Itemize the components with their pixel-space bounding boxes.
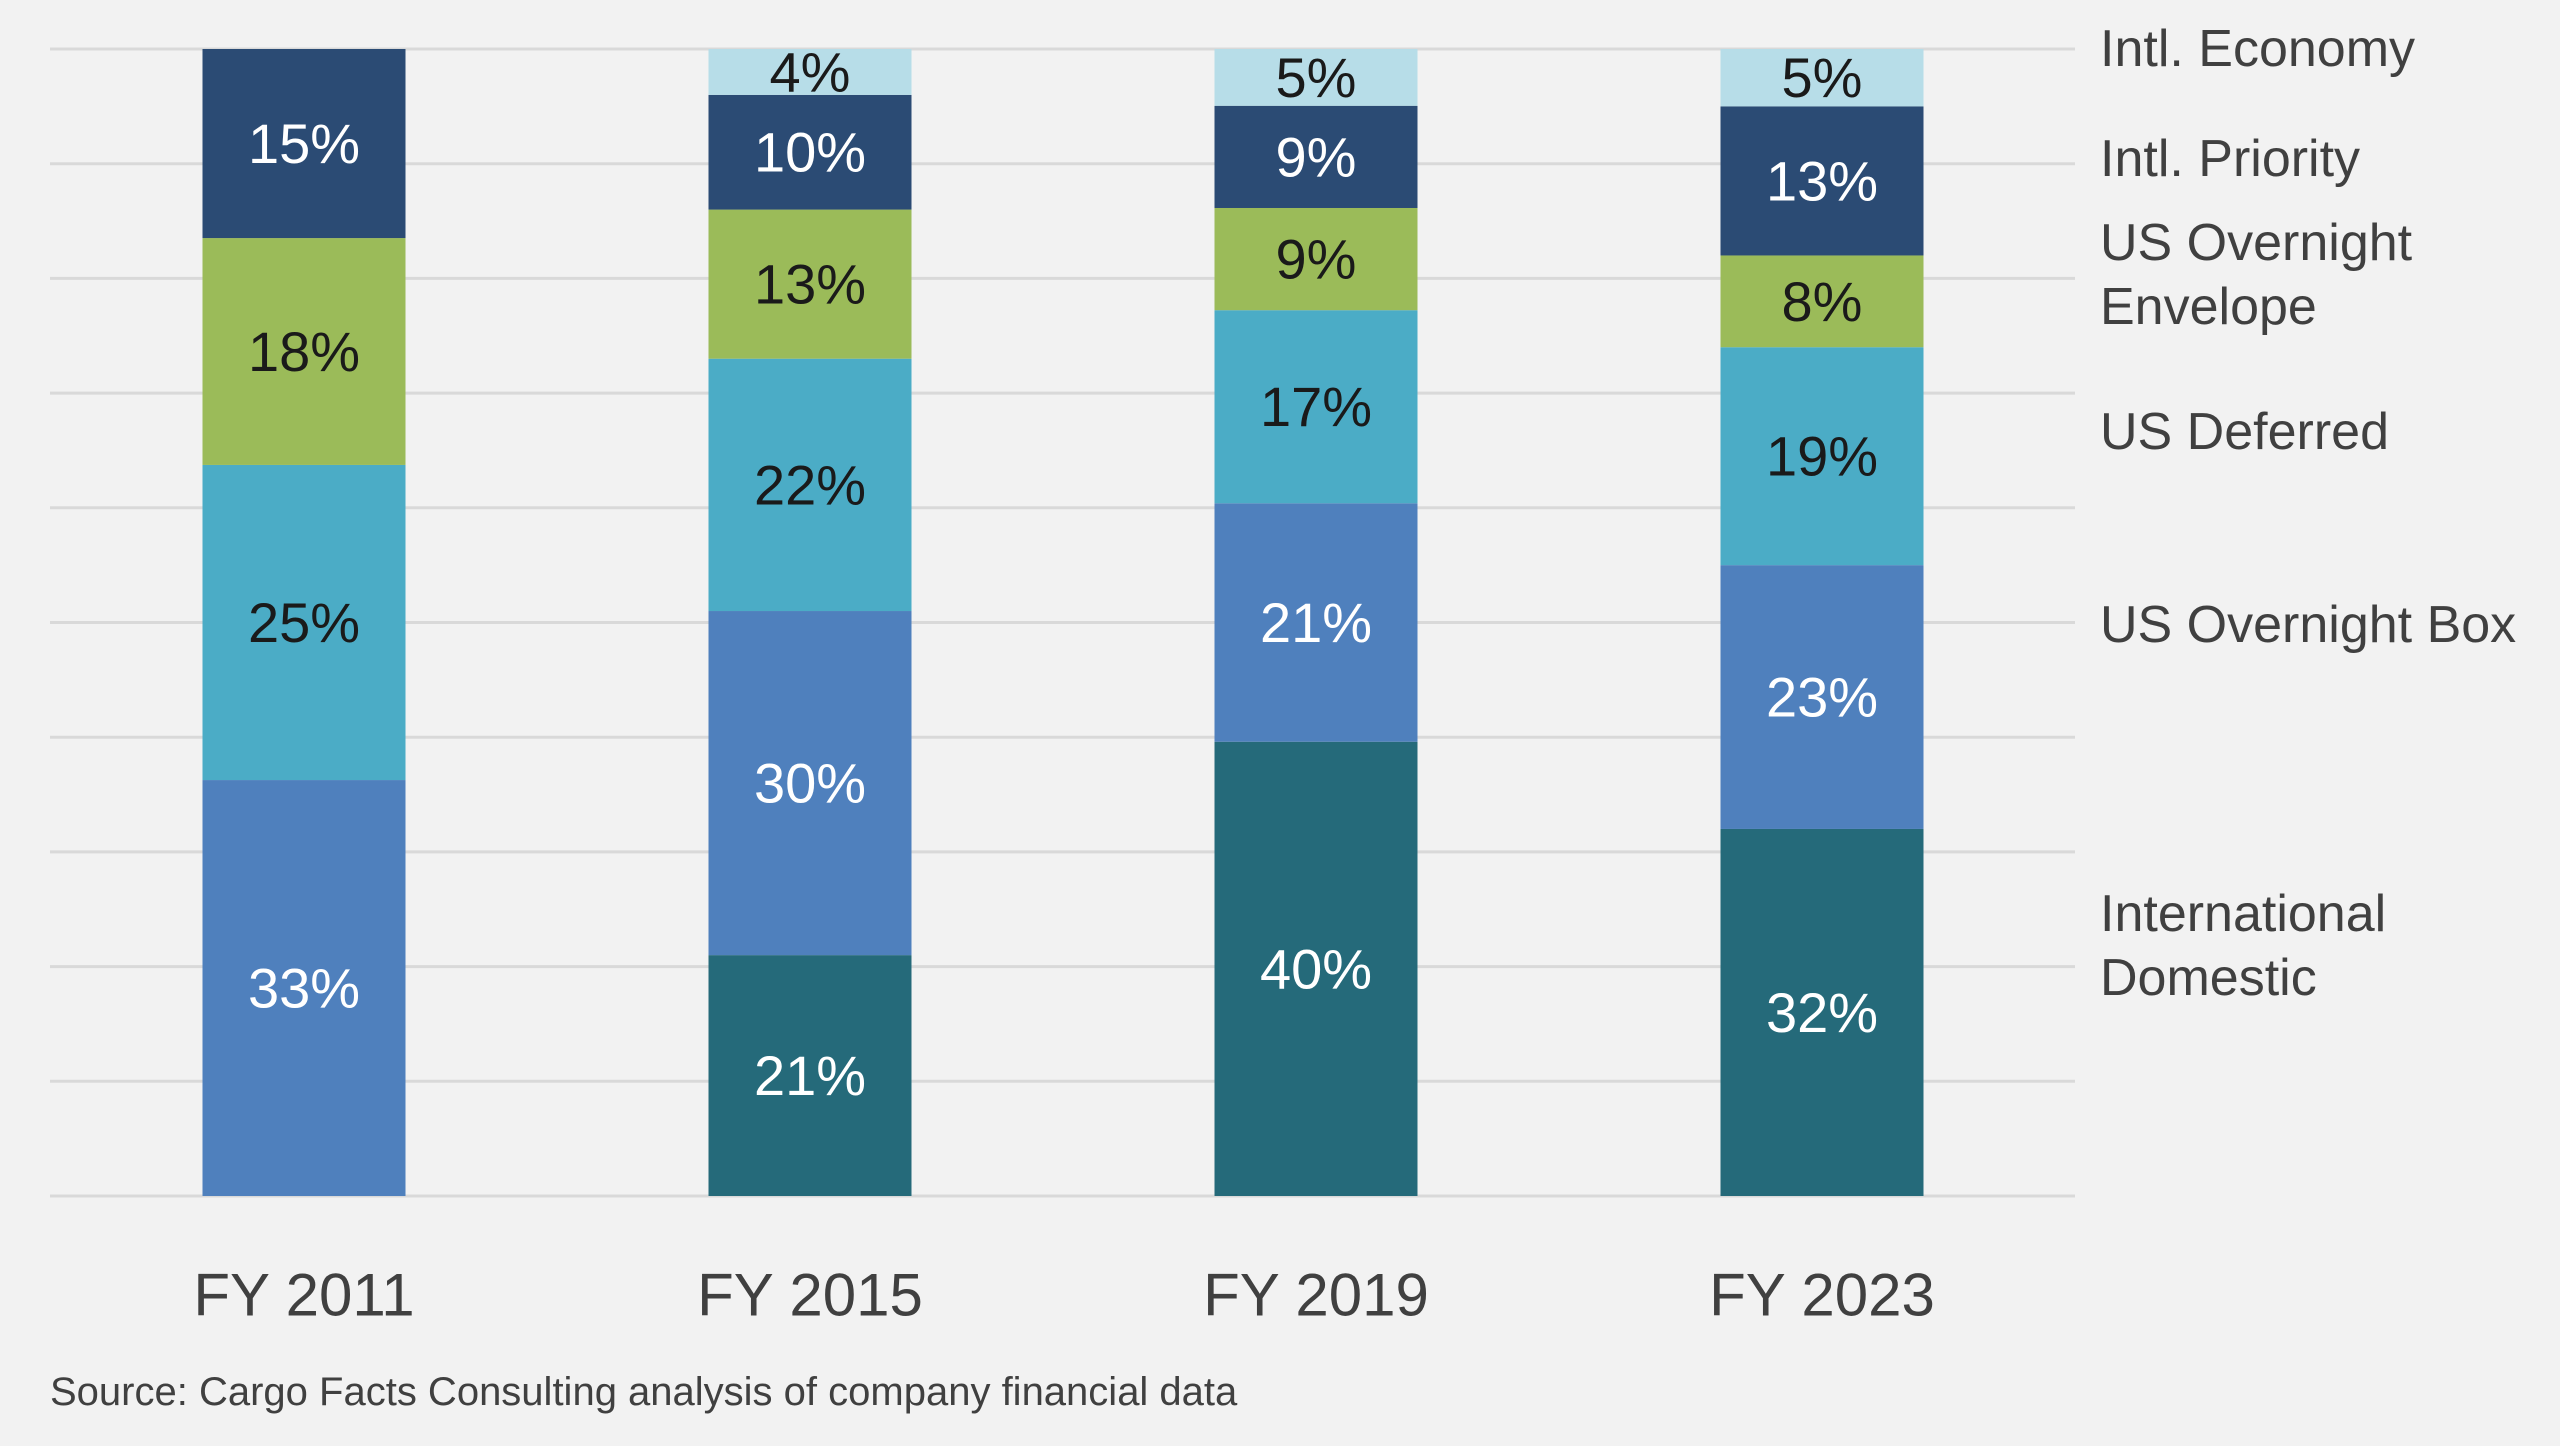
data-label: 13% [1766, 149, 1878, 212]
bar-segment [202, 49, 406, 239]
data-label: 5% [1782, 46, 1863, 109]
bar-segment [1720, 565, 1924, 829]
bar-segment [708, 358, 912, 612]
bar-segment [1214, 310, 1418, 504]
x-tick-label: FY 2015 [697, 1262, 923, 1329]
data-label: 19% [1766, 425, 1878, 488]
data-label: 21% [754, 1044, 866, 1107]
data-label: 40% [1260, 937, 1372, 1000]
x-tick-label: FY 2011 [193, 1262, 414, 1329]
bar-segment [1720, 255, 1924, 348]
bar-segment [202, 780, 406, 1196]
data-labels: 33% 25% 18% 15% 21% 30% 22% 13% 10% 4% 40% 21% 17% 9%… [248, 40, 1878, 1107]
legend-label: International [2100, 885, 2386, 943]
legend-label: Domestic [2100, 949, 2317, 1007]
data-label: 32% [1766, 981, 1878, 1044]
data-label: 33% [248, 957, 360, 1020]
data-label: 25% [248, 591, 360, 654]
legend: Intl. Economy Intl. Priority US Overnight E… [2100, 20, 2516, 1007]
bar-segment [1720, 347, 1924, 566]
legend-label: Envelope [2100, 278, 2317, 336]
bar-segment [1214, 207, 1418, 311]
bar-segment [708, 611, 912, 956]
data-label: 10% [754, 121, 866, 184]
bar-segment [1720, 106, 1924, 256]
data-label: 4% [770, 40, 851, 103]
data-label: 15% [248, 112, 360, 175]
bar-segment [708, 49, 912, 95]
data-label: 30% [754, 752, 866, 815]
bar-segment [1214, 49, 1418, 106]
legend-label: Intl. Priority [2100, 130, 2360, 188]
data-label: 18% [248, 320, 360, 383]
x-tick-label: FY 2019 [1203, 1262, 1429, 1329]
data-label: 13% [754, 253, 866, 316]
bar-segment [1720, 49, 1924, 107]
bar-segment [202, 464, 406, 781]
data-label: 17% [1260, 375, 1372, 438]
data-label: 5% [1276, 46, 1357, 109]
data-label: 22% [754, 453, 866, 516]
data-label: 21% [1260, 591, 1372, 654]
bar-segment [708, 955, 912, 1196]
legend-label: US Overnight [2100, 214, 2413, 272]
x-axis-ticks: FY 2011 FY 2015 FY 2019 FY 2023 [193, 1262, 1935, 1329]
legend-label: US Overnight Box [2100, 596, 2516, 654]
x-tick-label: FY 2023 [1709, 1262, 1935, 1329]
bar-segment [1214, 105, 1418, 208]
bar-segment [202, 238, 406, 465]
source-note: Source: Cargo Facts Consulting analysis … [50, 1370, 1238, 1414]
bar-segment [708, 209, 912, 359]
data-label: 9% [1276, 125, 1357, 188]
data-label: 23% [1766, 666, 1878, 729]
bar-segment [1214, 503, 1418, 742]
bar-segment [1720, 828, 1924, 1196]
bar-segment [708, 94, 912, 210]
data-label: 8% [1782, 270, 1863, 333]
bars [202, 49, 1924, 1196]
legend-label: Intl. Economy [2100, 20, 2415, 78]
legend-label: US Deferred [2100, 403, 2389, 461]
data-label: 9% [1276, 228, 1357, 291]
bar-segment [1214, 741, 1418, 1196]
